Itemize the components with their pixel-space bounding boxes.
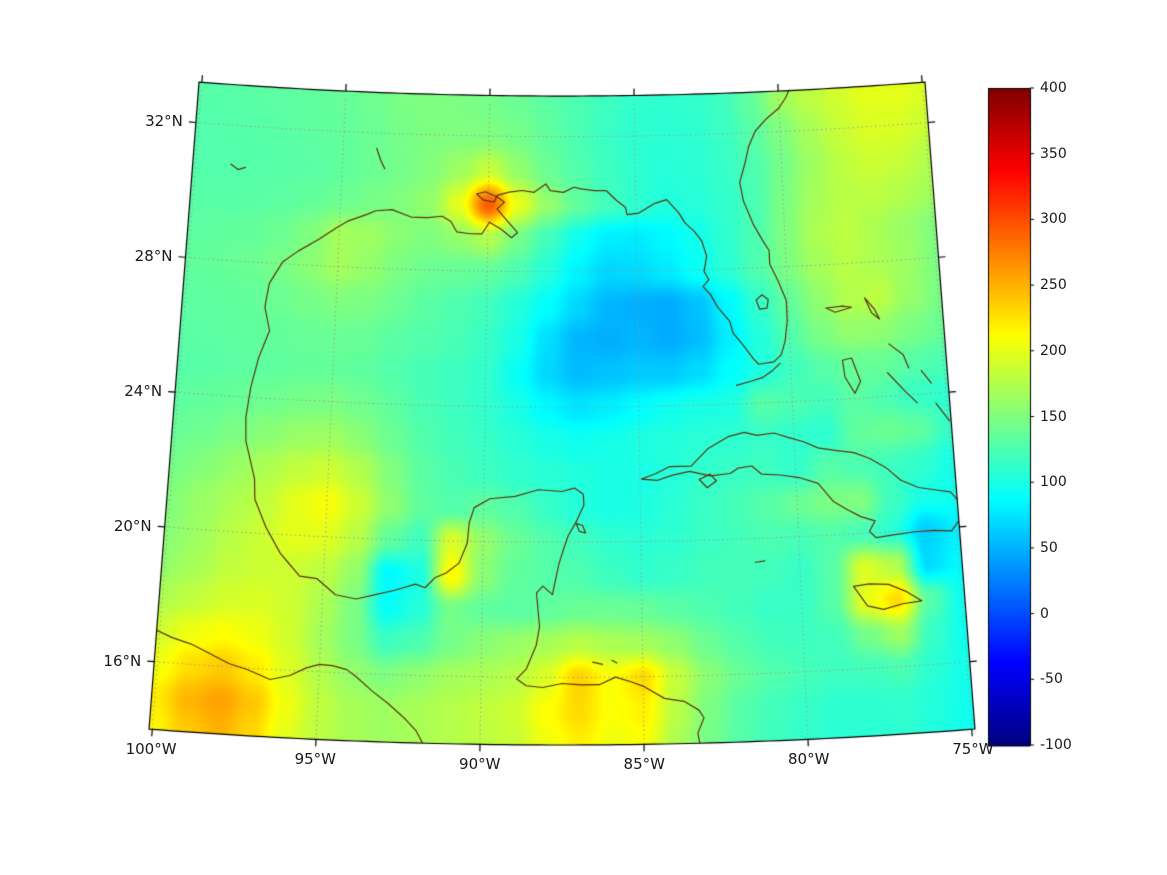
- y-tick-label: 16°N: [103, 651, 142, 670]
- colorbar-tick-label: 400: [1040, 80, 1067, 96]
- x-tick-label: 90°W: [459, 755, 501, 774]
- y-tick-label: 20°N: [113, 516, 152, 535]
- colorbar-tick-label: 350: [1040, 145, 1067, 162]
- x-tick-label: 95°W: [294, 750, 336, 769]
- colorbar-tick-label: 150: [1040, 408, 1067, 425]
- x-tick-label: 100°W: [125, 740, 177, 759]
- colorbar-tick-label: -50: [1040, 671, 1063, 688]
- colorbar-tick-label: 200: [1040, 342, 1067, 359]
- x-tick-label: 85°W: [623, 755, 665, 774]
- colorbar-tick-label: -100: [1040, 737, 1072, 753]
- colorbar-tick-label: 250: [1040, 277, 1067, 294]
- x-tick-label: 80°W: [787, 750, 830, 769]
- y-tick-label: 28°N: [134, 247, 173, 266]
- colorbar-tick-label: 0: [1040, 605, 1049, 622]
- y-tick-label: 24°N: [124, 382, 163, 401]
- colorbar-tick-label: 50: [1040, 539, 1058, 556]
- y-tick-label: 32°N: [145, 112, 183, 131]
- colorbar-tick-label: 300: [1040, 211, 1067, 228]
- colorbar-tick-label: 100: [1040, 474, 1067, 491]
- x-tick-label: 75°W: [952, 740, 994, 759]
